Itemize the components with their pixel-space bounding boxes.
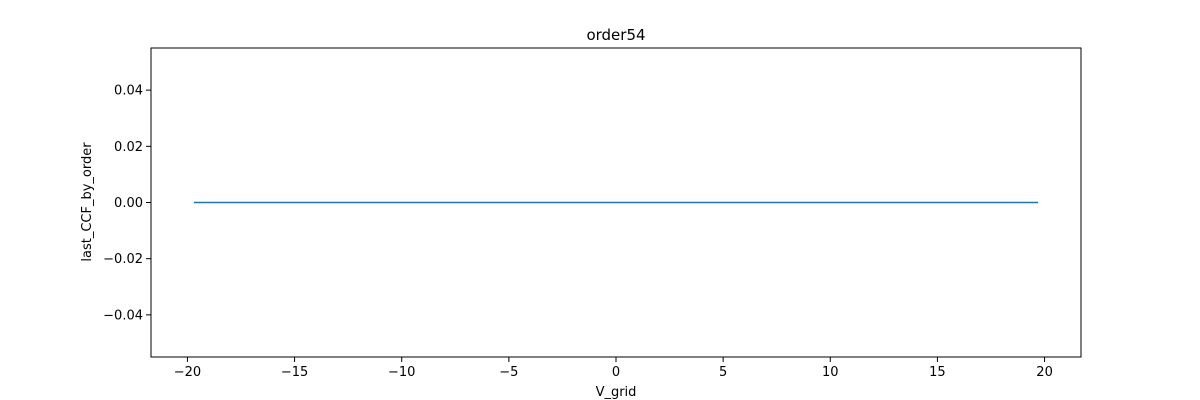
x-tick-label: 10 bbox=[822, 365, 839, 380]
y-axis-label: last_CCF_by_order bbox=[80, 142, 95, 262]
x-tick-label: 0 bbox=[612, 365, 620, 380]
x-tick-label: −20 bbox=[174, 365, 201, 380]
x-axis-label: V_grid bbox=[596, 385, 637, 400]
y-tick-label: 0.04 bbox=[114, 84, 143, 99]
x-tick-label: −15 bbox=[281, 365, 308, 380]
x-tick-label: −5 bbox=[499, 365, 518, 380]
x-tick-label: 20 bbox=[1036, 365, 1053, 380]
x-tick-label: −10 bbox=[388, 365, 415, 380]
y-tick-label: −0.04 bbox=[103, 308, 143, 323]
y-tick-label: 0.00 bbox=[114, 196, 143, 211]
chart-title: order54 bbox=[586, 26, 645, 44]
y-tick-label: 0.02 bbox=[114, 140, 143, 155]
x-tick-label: 15 bbox=[929, 365, 946, 380]
x-tick-label: 5 bbox=[719, 365, 727, 380]
y-tick-label: −0.02 bbox=[103, 252, 143, 267]
plot-area: −20 −15 −10 −5 0 5 10 15 20 −0.04 −0.02 0.00 0.02 0.0… bbox=[103, 47, 1082, 380]
